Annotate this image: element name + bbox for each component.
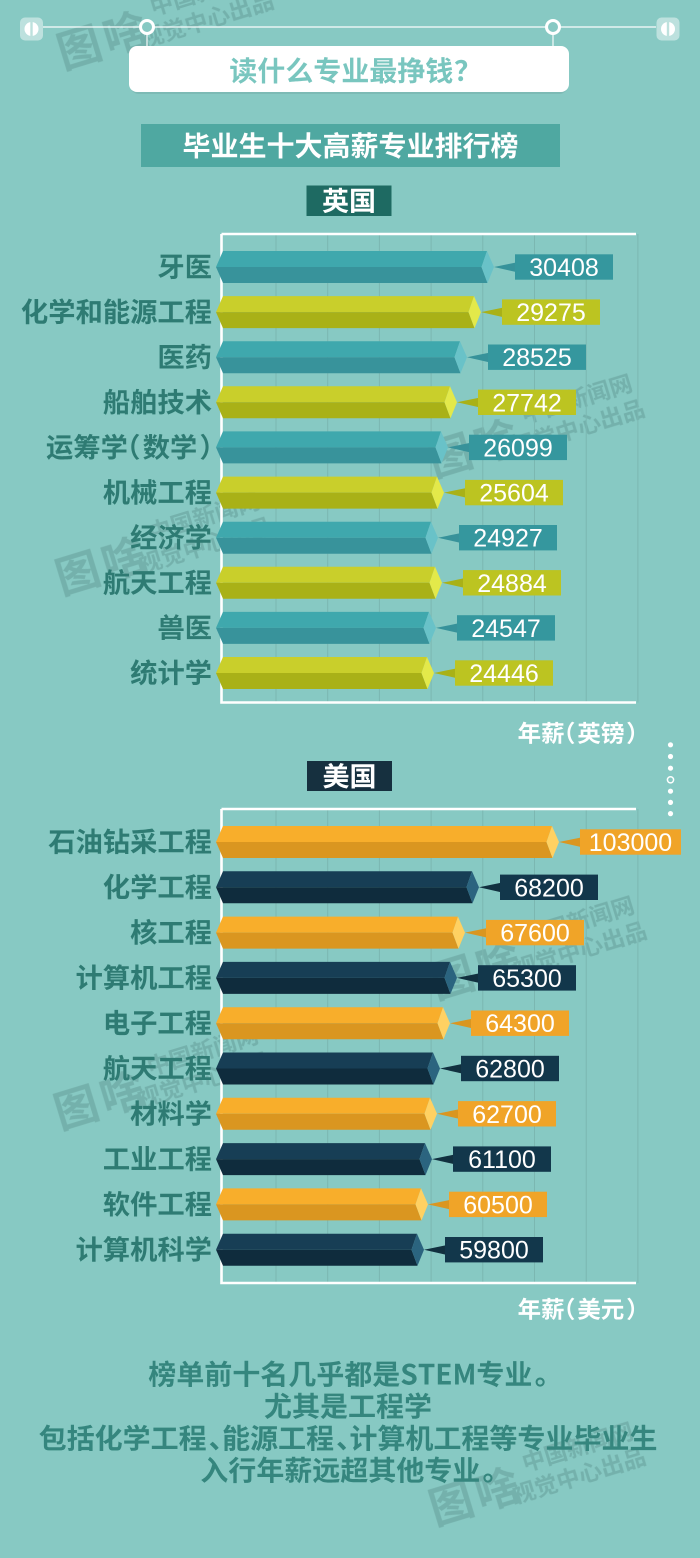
- svg-text:26099: 26099: [483, 434, 553, 462]
- svg-text:25604: 25604: [479, 480, 549, 508]
- svg-text:24927: 24927: [473, 525, 543, 553]
- svg-text:24547: 24547: [471, 615, 541, 643]
- svg-text:24446: 24446: [469, 660, 539, 688]
- svg-text:68200: 68200: [514, 874, 584, 902]
- svg-text:60500: 60500: [463, 1191, 533, 1219]
- svg-text:27742: 27742: [492, 389, 562, 417]
- svg-text:28525: 28525: [502, 344, 572, 372]
- svg-text:59800: 59800: [459, 1237, 529, 1265]
- svg-text:24884: 24884: [477, 570, 547, 598]
- svg-text:64300: 64300: [485, 1010, 555, 1038]
- svg-text:62700: 62700: [472, 1101, 542, 1129]
- svg-text:29275: 29275: [516, 299, 586, 327]
- svg-text:103000: 103000: [589, 829, 672, 857]
- svg-text:30408: 30408: [529, 254, 599, 282]
- svg-text:61100: 61100: [468, 1146, 536, 1174]
- svg-text:67600: 67600: [500, 920, 570, 948]
- svg-text:65300: 65300: [492, 965, 562, 993]
- svg-text:62800: 62800: [475, 1056, 545, 1084]
